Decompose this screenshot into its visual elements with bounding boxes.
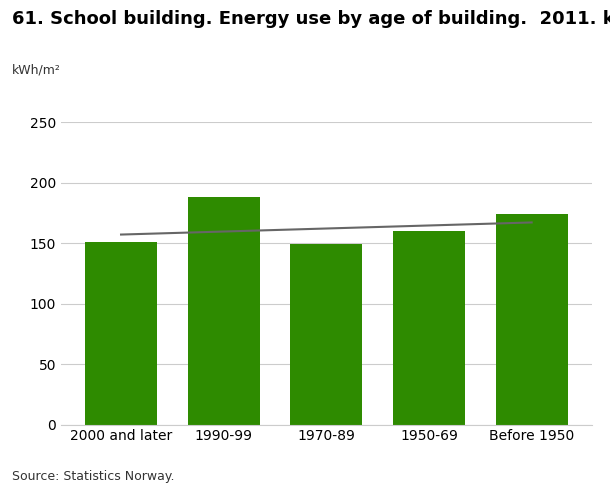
Text: kWh/m²: kWh/m² bbox=[12, 63, 61, 77]
Bar bbox=[290, 244, 362, 425]
Text: 61. School building. Energy use by age of building.  2011. kWh/m²: 61. School building. Energy use by age o… bbox=[12, 10, 610, 28]
Bar bbox=[496, 214, 567, 425]
Bar bbox=[188, 197, 260, 425]
Text: Source: Statistics Norway.: Source: Statistics Norway. bbox=[12, 470, 174, 483]
Bar bbox=[85, 242, 157, 425]
Bar bbox=[393, 231, 465, 425]
